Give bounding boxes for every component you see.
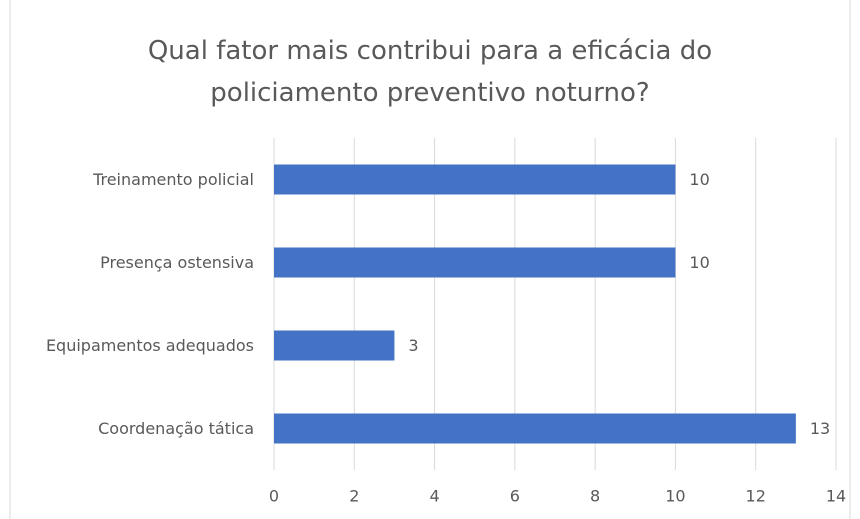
x-tick-label: 10 <box>665 487 685 506</box>
x-tick-label: 4 <box>429 487 439 506</box>
data-label: 10 <box>689 253 709 272</box>
data-label: 3 <box>408 336 418 355</box>
chart-title: Qual fator mais contribui para a eficáci… <box>147 36 713 108</box>
x-tick-label: 8 <box>590 487 600 506</box>
x-tick-label: 14 <box>826 487 846 506</box>
x-tick-label: 6 <box>510 487 520 506</box>
x-tick-label: 2 <box>349 487 359 506</box>
x-tick-label: 12 <box>746 487 766 506</box>
y-tick-label: Treinamento policial <box>92 170 254 189</box>
bar <box>274 413 796 444</box>
y-tick-label: Presença ostensiva <box>100 253 254 272</box>
bar <box>274 247 676 278</box>
y-tick-label: Equipamentos adequados <box>46 336 254 355</box>
bar <box>274 330 395 361</box>
bar <box>274 164 676 195</box>
data-label: 10 <box>689 170 709 189</box>
data-label: 13 <box>810 419 830 438</box>
y-tick-label: Coordenação tática <box>98 419 254 438</box>
x-tick-label: 0 <box>269 487 279 506</box>
